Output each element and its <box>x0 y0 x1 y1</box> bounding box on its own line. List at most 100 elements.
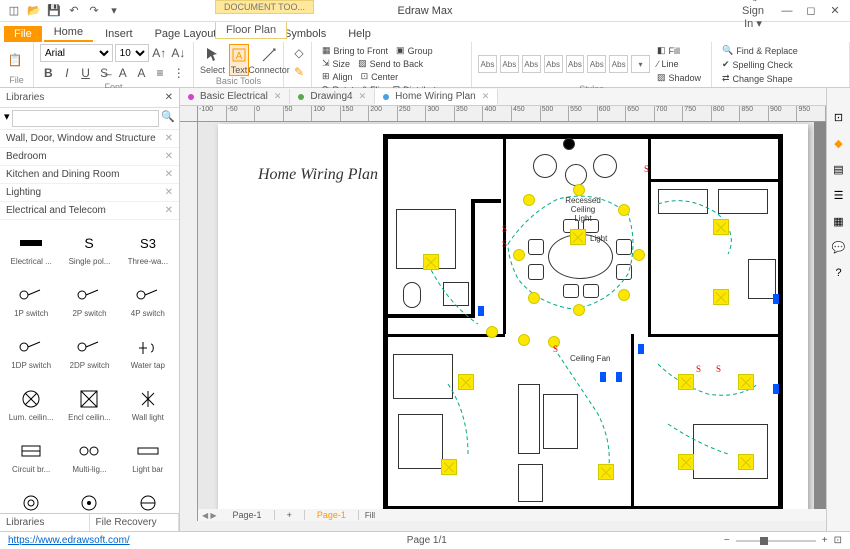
qat-new-icon[interactable]: ◫ <box>6 3 22 19</box>
line-button[interactable]: ∕ Line <box>653 58 705 70</box>
library-dropdown-icon[interactable]: ▾ <box>4 110 10 127</box>
theme-icon[interactable]: ◆ <box>830 134 848 152</box>
connector-tool[interactable]: Connector <box>253 44 285 76</box>
style-preset-4[interactable]: Abs <box>544 55 563 73</box>
shape-lum-9[interactable]: Lum. ceilin... <box>4 380 58 428</box>
library-category-1[interactable]: Bedroom✕ <box>0 148 179 166</box>
sign-in-link[interactable]: ✎ Sign In ▾ <box>742 0 764 30</box>
context-tab-floor-plan[interactable]: Floor Plan <box>215 22 287 39</box>
doc-tab-0[interactable]: Basic Electrical✕ <box>180 89 290 104</box>
group-button[interactable]: ▣ Group <box>392 44 437 57</box>
shape-s3-2[interactable]: S3Three-wa... <box>121 224 175 272</box>
library-category-2[interactable]: Kitchen and Dining Room✕ <box>0 166 179 184</box>
change-shape-button[interactable]: ⇄ Change Shape <box>718 72 843 85</box>
style-preset-3[interactable]: Abs <box>522 55 541 73</box>
highlight-button[interactable]: A <box>115 64 132 82</box>
shape-rect-0[interactable]: Electrical ... <box>4 224 58 272</box>
tab-libraries[interactable]: Libraries <box>0 514 90 531</box>
menu-file[interactable]: File <box>4 26 42 42</box>
shape-sp-17[interactable]: Singleple... <box>121 484 175 513</box>
find-replace-button[interactable]: 🔍 Find & Replace <box>718 44 843 57</box>
page-tab-add[interactable]: + <box>275 510 305 520</box>
italic-button[interactable]: I <box>59 64 76 82</box>
library-category-0[interactable]: Wall, Door, Window and Structure✕ <box>0 130 179 148</box>
search-icon[interactable]: 🔍 <box>161 110 175 127</box>
shape-sw-7[interactable]: 2DP switch <box>62 328 116 376</box>
paste-button[interactable]: 📋 <box>6 51 24 69</box>
shadow-button[interactable]: ▨ Shadow <box>653 71 705 84</box>
status-url[interactable]: https://www.edrawsoft.com/ <box>8 535 130 546</box>
layers-icon[interactable]: ▤ <box>830 160 848 178</box>
style-preset-6[interactable]: Abs <box>587 55 606 73</box>
font-color-button[interactable]: A <box>133 64 150 82</box>
shape-tool-icon[interactable]: ◇ <box>290 44 308 62</box>
maximize-button[interactable]: ◻ <box>800 4 822 17</box>
libraries-close-icon[interactable]: ✕ <box>165 92 173 103</box>
style-preset-2[interactable]: Abs <box>500 55 519 73</box>
page-tab-1[interactable]: Page-1 <box>221 510 275 520</box>
send-back-button[interactable]: ▨ Send to Back <box>354 57 427 70</box>
pen-tool-icon[interactable]: ✎ <box>290 63 308 81</box>
library-search-input[interactable] <box>12 110 160 127</box>
drawing-page[interactable]: Home Wiring Plan <box>218 124 808 509</box>
font-name-select[interactable]: Arial <box>40 44 113 62</box>
shape-s-1[interactable]: SSingle pol... <box>62 224 116 272</box>
spelling-button[interactable]: ✔ Spelling Check <box>718 58 843 71</box>
library-category-3[interactable]: Lighting✕ <box>0 184 179 202</box>
close-button[interactable]: ✕ <box>824 4 846 17</box>
canvas[interactable]: Home Wiring Plan <box>198 122 814 509</box>
zoom-fit-button[interactable]: ⊡ <box>834 535 842 546</box>
qat-undo-icon[interactable]: ↶ <box>66 3 82 19</box>
select-tool[interactable]: Select <box>200 44 225 76</box>
shape-ml-13[interactable]: Multi-lig... <box>62 432 116 480</box>
menu-help[interactable]: Help <box>338 26 381 42</box>
strike-button[interactable]: S̶ <box>96 64 113 82</box>
data-icon[interactable]: ▦ <box>830 212 848 230</box>
page-tab-2[interactable]: Page-1 <box>305 510 359 520</box>
shape-ol-16[interactable]: Outdoor l... <box>62 484 116 513</box>
shape-lb-14[interactable]: Light bar <box>121 432 175 480</box>
font-size-select[interactable]: 10 <box>115 44 149 62</box>
style-preset-1[interactable]: Abs <box>478 55 497 73</box>
qat-more-icon[interactable]: ▾ <box>106 3 122 19</box>
grow-font-icon[interactable]: A↑ <box>151 44 168 62</box>
align-shape-button[interactable]: ⊞ Align <box>318 70 357 83</box>
menu-home[interactable]: Home <box>44 24 93 42</box>
zoom-out-icon[interactable]: − <box>724 535 730 546</box>
size-button[interactable]: ⇲ Size <box>318 57 354 70</box>
shrink-font-icon[interactable]: A↓ <box>170 44 187 62</box>
doc-tab-1[interactable]: Drawing4✕ <box>290 89 375 104</box>
zoom-fit-icon[interactable]: ⊡ <box>830 108 848 126</box>
style-preset-7[interactable]: Abs <box>609 55 628 73</box>
style-preset-5[interactable]: Abs <box>566 55 585 73</box>
comments-icon[interactable]: 💬 <box>830 238 848 256</box>
shape-wall-11[interactable]: Wall light <box>121 380 175 428</box>
menu-insert[interactable]: Insert <box>95 26 143 42</box>
minimize-button[interactable]: ― <box>776 5 798 17</box>
underline-button[interactable]: U <box>77 64 94 82</box>
shape-sw-5[interactable]: 4P switch <box>121 276 175 324</box>
doc-tab-2[interactable]: Home Wiring Plan✕ <box>375 89 498 105</box>
shape-sw-6[interactable]: 1DP switch <box>4 328 58 376</box>
text-tool[interactable]: A Text <box>229 44 249 76</box>
qat-redo-icon[interactable]: ↷ <box>86 3 102 19</box>
help-icon[interactable]: ? <box>830 264 848 282</box>
bring-front-button[interactable]: ▦ Bring to Front <box>318 44 392 57</box>
shape-cb-12[interactable]: Circuit br... <box>4 432 58 480</box>
properties-icon[interactable]: ☰ <box>830 186 848 204</box>
library-category-4[interactable]: Electrical and Telecom✕ <box>0 202 179 220</box>
shape-tap-8[interactable]: Water tap <box>121 328 175 376</box>
shape-encl-10[interactable]: Encl ceilin... <box>62 380 116 428</box>
tab-file-recovery[interactable]: File Recovery <box>90 514 180 531</box>
align-button[interactable]: ≡ <box>152 64 169 82</box>
center-button[interactable]: ⊡ Center <box>357 70 403 83</box>
shape-sw-4[interactable]: 2P switch <box>62 276 116 324</box>
qat-open-icon[interactable]: 📂 <box>26 3 42 19</box>
shape-sw-3[interactable]: 1P switch <box>4 276 58 324</box>
bullets-button[interactable]: ⋮ <box>170 64 187 82</box>
zoom-in-icon[interactable]: + <box>822 535 828 546</box>
qat-save-icon[interactable]: 💾 <box>46 3 62 19</box>
fill-button[interactable]: ◧ Fill <box>653 44 705 57</box>
zoom-control[interactable]: − + ⊡ <box>724 535 842 546</box>
style-preset-more[interactable]: ▾ <box>631 55 650 73</box>
